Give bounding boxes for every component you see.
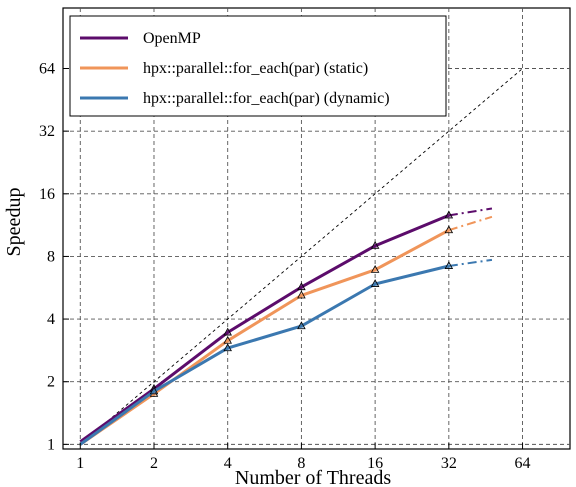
series-group bbox=[79, 258, 493, 446]
series-line bbox=[79, 214, 450, 443]
ideal-speedup-line-group bbox=[79, 68, 523, 445]
x-tick-label: 2 bbox=[150, 455, 158, 472]
data-point-marker bbox=[223, 335, 232, 344]
series-extrapolation-line bbox=[448, 207, 493, 217]
y-tick-label: 2 bbox=[47, 374, 55, 391]
y-tick-label: 16 bbox=[39, 186, 55, 203]
series-extrapolation-line bbox=[448, 215, 493, 232]
series-layer bbox=[79, 207, 493, 446]
y-tick-label: 64 bbox=[39, 61, 55, 78]
ideal-speedup-line bbox=[79, 68, 523, 445]
data-point-marker bbox=[444, 225, 454, 234]
legend-entry-label: hpx::parallel::for_each(par) (dynamic) bbox=[143, 90, 390, 107]
x-tick-label: 64 bbox=[515, 455, 531, 472]
data-point-marker bbox=[297, 321, 306, 330]
data-point-marker bbox=[444, 261, 454, 269]
data-point-marker bbox=[297, 290, 306, 299]
series-extrapolation-line bbox=[448, 258, 493, 267]
x-axis-label: Number of Threads bbox=[235, 467, 391, 487]
x-axis-ticks: 1 2 4 8 16 32 64 bbox=[76, 443, 531, 472]
data-point-marker bbox=[370, 279, 380, 287]
y-axis-ticks: 1 2 4 8 16 32 64 bbox=[39, 61, 69, 453]
series-group bbox=[79, 207, 493, 443]
data-point-marker bbox=[444, 210, 454, 219]
series-group bbox=[79, 215, 493, 446]
series-line bbox=[79, 228, 450, 446]
y-tick-label: 8 bbox=[47, 248, 55, 265]
x-tick-label: 8 bbox=[297, 455, 305, 472]
x-tick-label: 16 bbox=[367, 455, 383, 472]
x-tick-label: 32 bbox=[441, 455, 457, 472]
legend-entry-label: OpenMP bbox=[143, 30, 201, 47]
y-tick-label: 4 bbox=[47, 311, 55, 328]
y-axis-label: Speedup bbox=[3, 188, 25, 257]
y-tick-label: 32 bbox=[39, 123, 55, 140]
legend-entry-label: hpx::parallel::for_each(par) (static) bbox=[143, 60, 368, 77]
data-point-marker bbox=[370, 240, 380, 249]
data-point-marker bbox=[297, 282, 306, 291]
data-point-marker bbox=[370, 264, 380, 273]
series-line bbox=[79, 264, 450, 446]
y-tick-label: 1 bbox=[47, 436, 55, 453]
x-tick-label: 1 bbox=[76, 455, 84, 472]
data-point-marker bbox=[149, 386, 159, 395]
data-point-marker bbox=[223, 343, 232, 352]
data-point-marker bbox=[223, 327, 232, 336]
legend-box bbox=[69, 15, 447, 117]
x-tick-label: 4 bbox=[224, 455, 232, 472]
